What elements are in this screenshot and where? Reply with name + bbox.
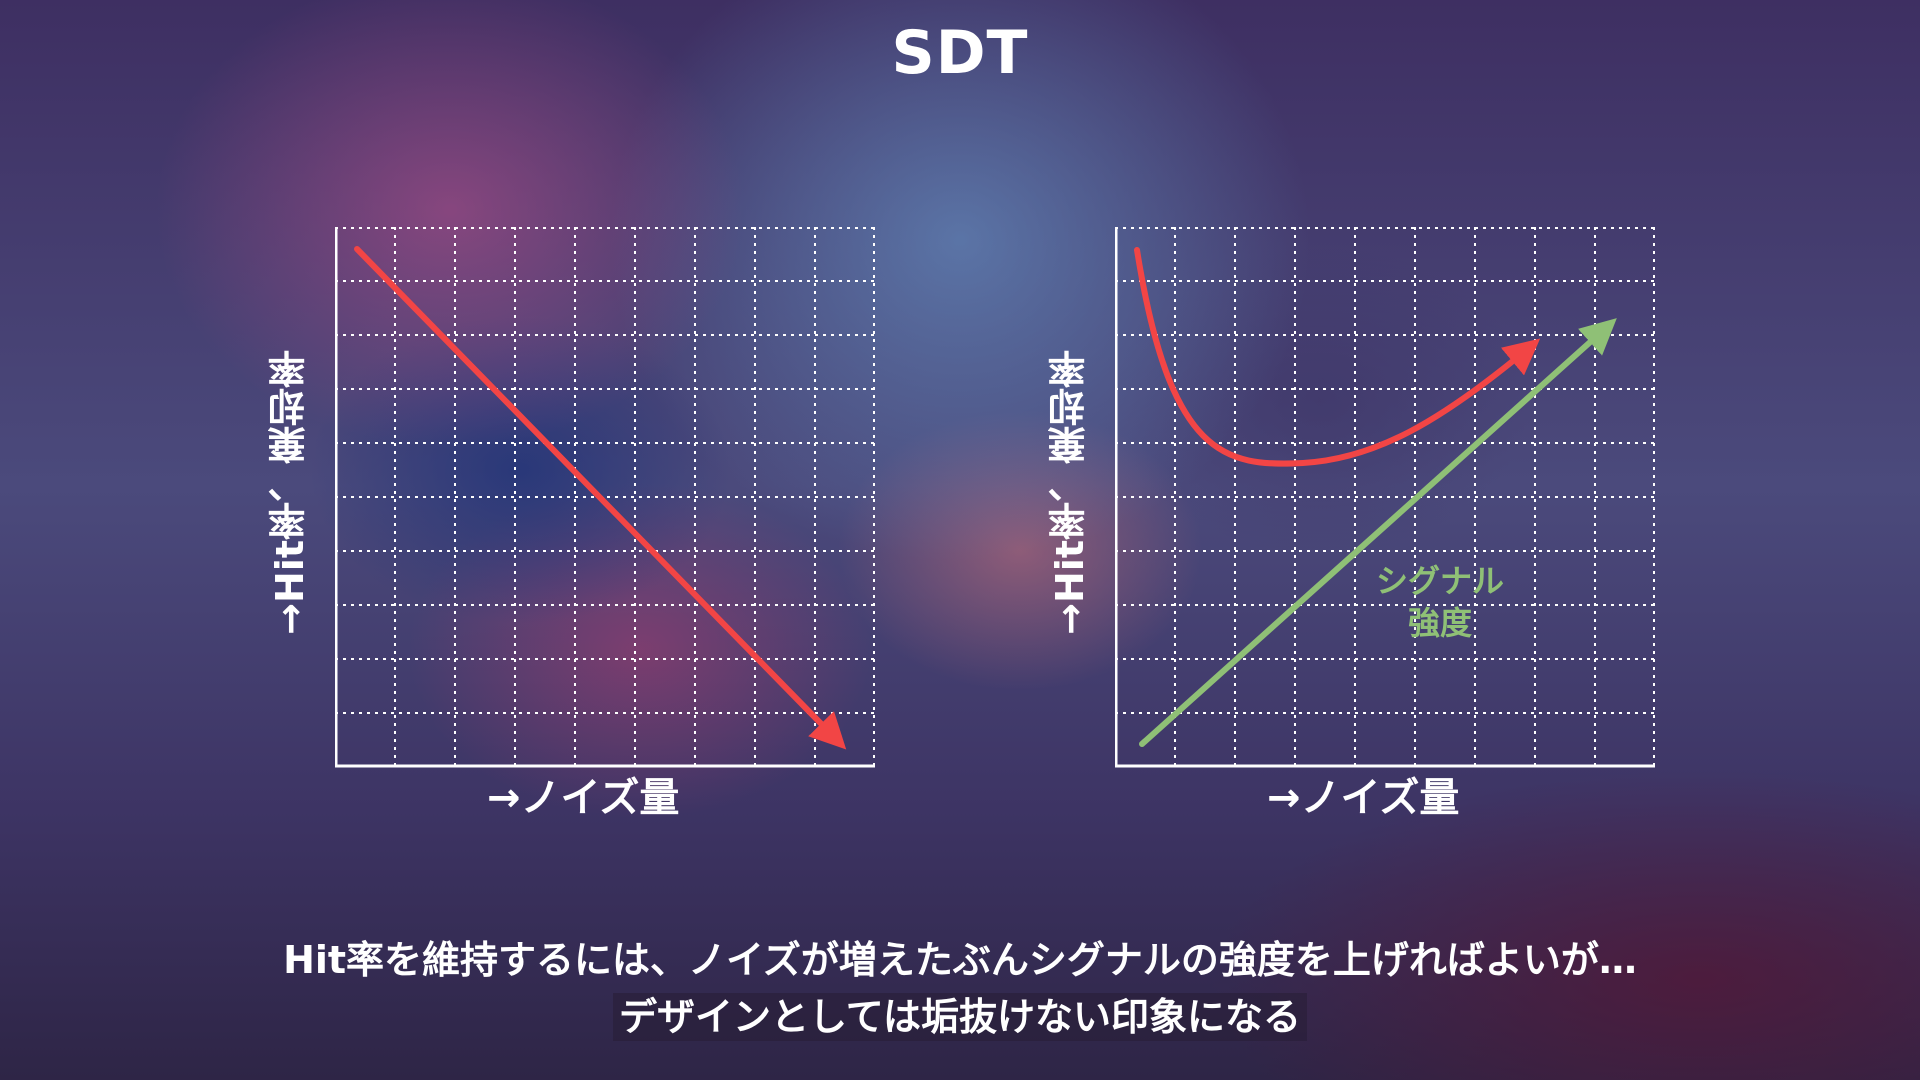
left-chart-xlabel: →ノイズ量 [487, 775, 680, 821]
left-chart-grid [335, 227, 875, 767]
slide-title: SDT [891, 18, 1029, 88]
left-red-arrow [354, 246, 847, 750]
right-chart-grid [1115, 227, 1655, 767]
caption-line-1: Hit率を維持するには、ノイズが増えたぶんシグナルの強度を上げればよいが… [283, 938, 1637, 982]
right-chart-xlabel: →ノイズ量 [1267, 775, 1460, 821]
right-red-curve-arrow [1134, 247, 1541, 467]
caption-line-2-wrap: デザインとしては垢抜けない印象になる [0, 993, 1920, 1041]
right-chart-ylabel: →Hit率、棄却率 [1048, 350, 1092, 635]
green-signal-arrow [1139, 318, 1617, 747]
left-chart [335, 227, 875, 769]
signal-label-line1: シグナル [1376, 562, 1504, 600]
caption-line-2: デザインとしては垢抜けない印象になる [612, 993, 1308, 1041]
signal-label-line2: 強度 [1408, 604, 1472, 642]
right-chart: シグナル 強度 [1115, 227, 1655, 769]
left-chart-ylabel: →Hit率、棄却率 [268, 350, 312, 635]
